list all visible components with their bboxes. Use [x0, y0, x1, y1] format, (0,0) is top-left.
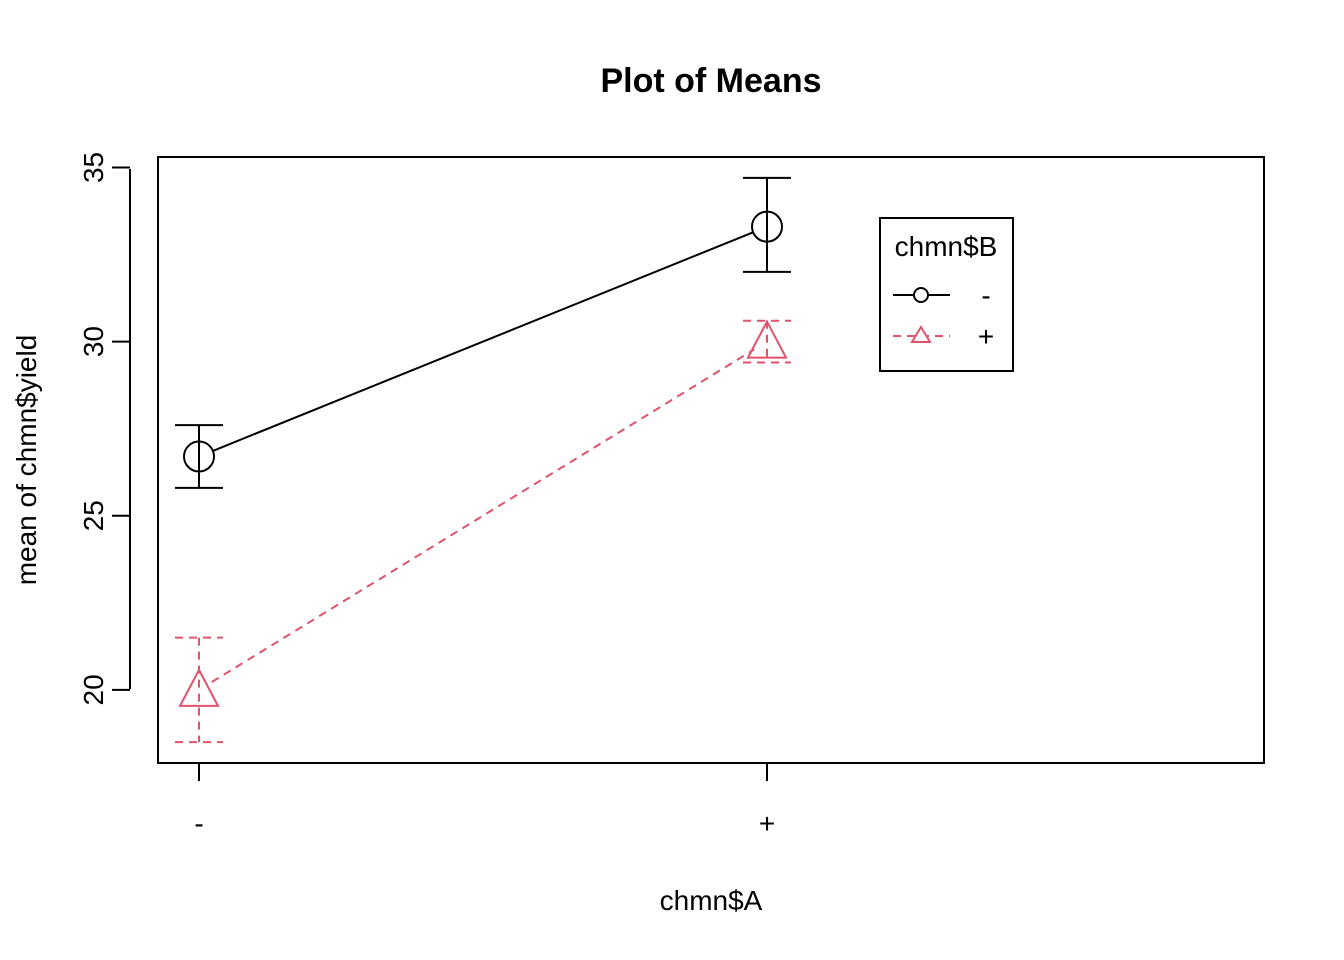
data-point	[183, 440, 215, 473]
y-tick-label: 25	[78, 500, 109, 531]
series-2	[175, 319, 791, 744]
x-tick-label: +	[759, 808, 775, 839]
series-1	[175, 176, 791, 489]
legend-label: +	[978, 321, 994, 352]
data-point	[751, 210, 783, 243]
legend-title: chmn$B	[895, 231, 998, 262]
series-layer	[175, 176, 791, 744]
legend: chmn$B - +	[879, 217, 1014, 372]
legend-marker	[913, 287, 929, 303]
y-tick-label: 30	[78, 326, 109, 357]
series-line	[211, 348, 755, 683]
data-point	[178, 667, 220, 707]
x-tick-label: -	[194, 808, 203, 839]
x-axis: - +	[194, 763, 775, 839]
x-axis-label: chmn$A	[660, 885, 763, 916]
data-point	[746, 319, 788, 359]
series-line	[212, 231, 754, 452]
legend-label: -	[981, 280, 990, 311]
chart-title: Plot of Means	[600, 62, 821, 100]
y-axis: 20 25 30 35	[78, 152, 131, 705]
y-tick-label: 35	[78, 152, 109, 183]
legend-marker	[910, 325, 932, 343]
plot-area-frame	[157, 156, 1265, 764]
y-tick-label: 20	[78, 674, 109, 705]
y-axis-label: mean of chmn$yield	[11, 335, 42, 586]
